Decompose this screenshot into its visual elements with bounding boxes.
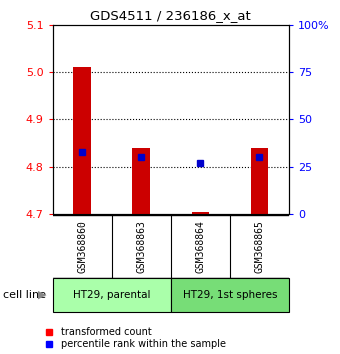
Bar — [53, 278, 171, 312]
Bar — [73, 67, 91, 214]
Legend: transformed count, percentile rank within the sample: transformed count, percentile rank withi… — [39, 327, 226, 349]
Bar — [133, 148, 150, 214]
Text: ▶: ▶ — [38, 290, 47, 300]
Bar — [191, 212, 209, 214]
Bar — [171, 278, 289, 312]
Text: HT29, parental: HT29, parental — [73, 290, 151, 300]
Bar — [251, 148, 268, 214]
Text: HT29, 1st spheres: HT29, 1st spheres — [183, 290, 277, 300]
Text: cell line: cell line — [3, 290, 46, 300]
Text: GDS4511 / 236186_x_at: GDS4511 / 236186_x_at — [90, 9, 250, 22]
Text: GSM368865: GSM368865 — [254, 220, 265, 273]
Text: GSM368860: GSM368860 — [77, 220, 87, 273]
Text: GSM368863: GSM368863 — [136, 220, 146, 273]
Text: GSM368864: GSM368864 — [195, 220, 205, 273]
